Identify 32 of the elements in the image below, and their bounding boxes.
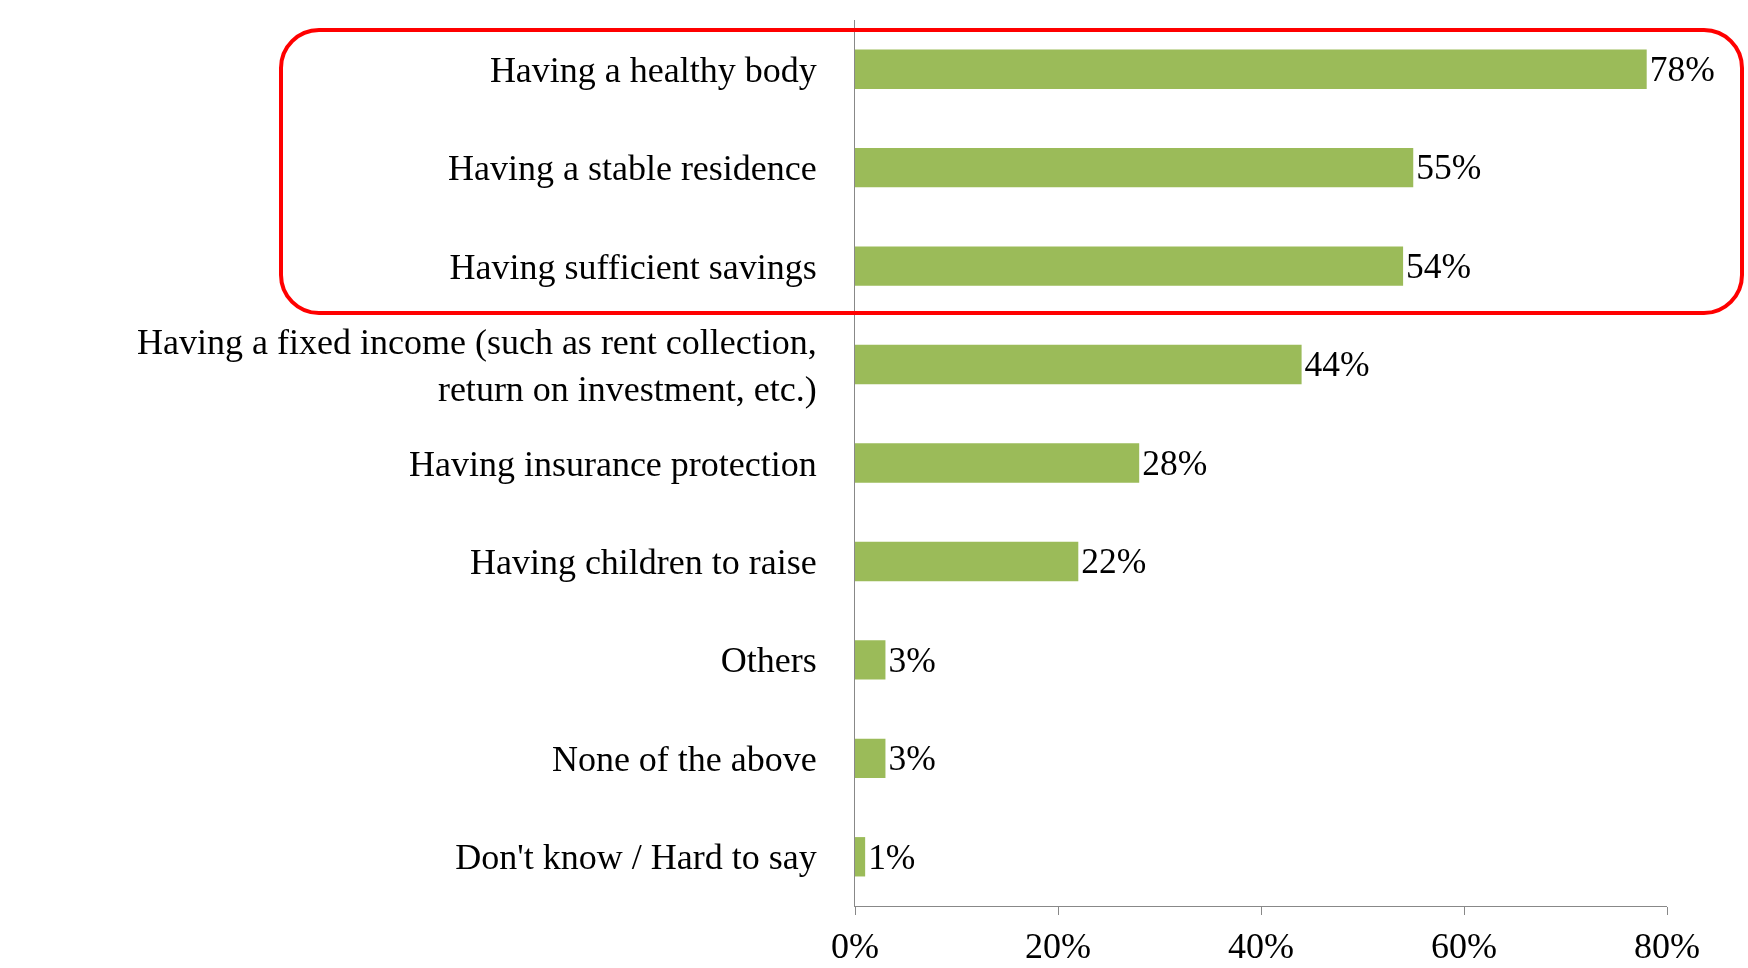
bar [855, 738, 886, 779]
data-label: 78% [1649, 49, 1715, 90]
bar [855, 837, 866, 877]
x-tick-label: 40% [1228, 926, 1294, 967]
y-tick-label: Having a stable residence [447, 148, 817, 189]
data-label: 22% [1081, 541, 1147, 582]
y-tick-label: Having insurance protection [408, 443, 817, 484]
data-label: 3% [888, 639, 936, 680]
y-tick-label: Having children to raise [469, 542, 817, 583]
data-label: 1% [868, 836, 916, 877]
x-tick-label: 0% [831, 926, 879, 967]
data-label: 44% [1304, 344, 1370, 385]
data-label: 28% [1142, 442, 1208, 483]
y-tick-label: Having sufficient savings [449, 246, 817, 287]
y-tick-label: Having a healthy body [489, 49, 817, 90]
y-tick-label: Having a fixed income (such as rent collection, return on investment, etc.) [137, 321, 817, 409]
bar [855, 344, 1302, 385]
x-tick-label: 20% [1025, 926, 1091, 967]
bar [855, 443, 1140, 483]
bar [855, 147, 1414, 188]
data-label: 55% [1416, 147, 1482, 188]
bar [855, 541, 1079, 582]
x-tick-label: 60% [1431, 926, 1497, 967]
y-tick-label: Don't know / Hard to say [455, 837, 817, 878]
bar [855, 640, 886, 680]
data-label: 54% [1406, 245, 1472, 286]
y-tick-label: None of the above [551, 738, 817, 779]
x-tick-label: 80% [1634, 926, 1700, 967]
bar [855, 246, 1404, 286]
bar [855, 49, 1647, 89]
data-label: 3% [888, 738, 936, 779]
y-tick-label: Others [720, 640, 817, 681]
